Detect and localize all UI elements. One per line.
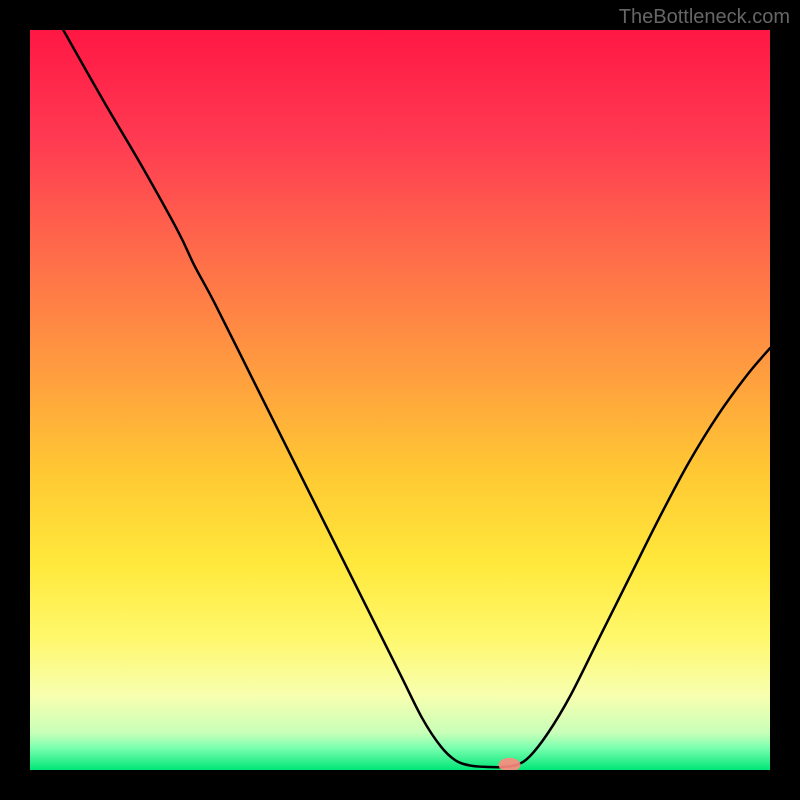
optimal-marker <box>499 758 521 770</box>
watermark-text: TheBottleneck.com <box>619 6 790 29</box>
bottleneck-curve <box>30 30 770 770</box>
chart-plot-area <box>30 30 770 770</box>
